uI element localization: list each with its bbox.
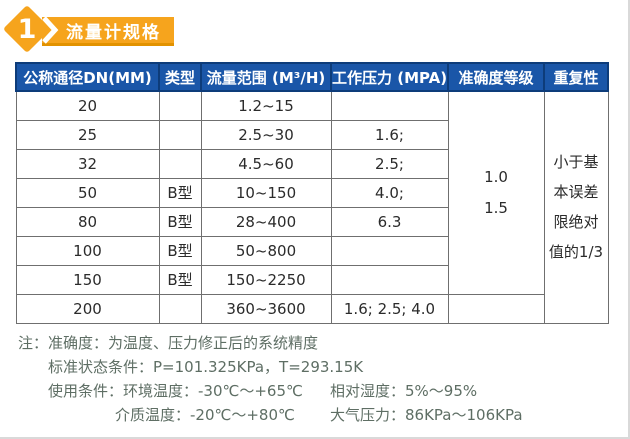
table-row: 100 B型 50~800 bbox=[15, 235, 608, 266]
cell-dn: 50 bbox=[15, 177, 160, 208]
note-medium-temp: 介质温度：-20℃～+80℃ bbox=[115, 406, 295, 424]
note-line-medium-temp: 介质温度：-20℃～+80℃ 大气压力：86KPa～106KPa bbox=[18, 403, 618, 427]
note-line-accuracy: 注：准确度：为温度、压力修正后的系统精度 bbox=[18, 331, 618, 355]
table-row: 25 2.5~30 1.6; bbox=[15, 119, 608, 150]
note-humidity: 相对湿度：5%～95% bbox=[330, 382, 478, 400]
note-standard-condition: 标准状态条件：P=101.325KPa，T=293.15K bbox=[48, 358, 364, 376]
table-row: 80 B型 28~400 6.3 bbox=[15, 206, 608, 237]
section-header: 流量计规格 1 bbox=[0, 0, 628, 60]
cell-dn: 80 bbox=[15, 206, 160, 237]
cell-pressure: 1.6; 2.5; 4.0 bbox=[330, 293, 449, 324]
table-row: 32 4.5~60 2.5; bbox=[15, 148, 608, 179]
cell-pressure: 1.6; bbox=[330, 119, 449, 150]
spec-table: 公称通径DN(MM) 类型 流量范围 (M³/H) 工作压力 (MPA) 准确度… bbox=[15, 62, 609, 324]
note-line-use-condition: 使用条件：环境温度：-30℃～+65℃ 相对湿度：5%～95% bbox=[18, 379, 618, 403]
accuracy-class-cell: 1.0 1.5 bbox=[447, 90, 545, 295]
cell-type: B型 bbox=[158, 177, 202, 208]
col-header-working-pressure: 工作压力 (MPA) bbox=[330, 62, 449, 92]
cell-flow: 28~400 bbox=[200, 206, 332, 237]
cell-flow: 50~800 bbox=[200, 235, 332, 266]
cell-pressure bbox=[330, 90, 449, 121]
col-header-flow-range: 流量范围 (M³/H) bbox=[200, 62, 332, 92]
note-line-standard-condition: 标准状态条件：P=101.325KPa，T=293.15K bbox=[18, 355, 618, 379]
cell-pressure bbox=[330, 235, 449, 266]
accuracy-value: 1.5 bbox=[484, 198, 508, 217]
note-accuracy: 准确度：为温度、压力修正后的系统精度 bbox=[48, 334, 319, 352]
cell-flow: 360~3600 bbox=[200, 293, 332, 324]
cell-type bbox=[158, 90, 202, 121]
cell-flow: 150~2250 bbox=[200, 264, 332, 295]
section-number: 1 bbox=[17, 13, 37, 45]
col-header-repeatability: 重复性 bbox=[543, 62, 609, 92]
cell-pressure: 4.0; bbox=[330, 177, 449, 208]
cell-pressure: 2.5; bbox=[330, 148, 449, 179]
note-prefix: 注： bbox=[18, 334, 49, 352]
cell-type bbox=[158, 293, 202, 324]
col-header-accuracy-class: 准确度等级 bbox=[447, 62, 545, 92]
accuracy-value: 1.0 bbox=[484, 167, 508, 186]
cell-dn: 150 bbox=[15, 264, 160, 295]
cell-dn: 200 bbox=[15, 293, 160, 324]
table-row: 150 B型 150~2250 bbox=[15, 264, 608, 295]
table-header-row: 公称通径DN(MM) 类型 流量范围 (M³/H) 工作压力 (MPA) 准确度… bbox=[15, 62, 609, 92]
section-title-bar: 流量计规格 bbox=[42, 17, 174, 46]
cell-type bbox=[158, 119, 202, 150]
cell-type: B型 bbox=[158, 264, 202, 295]
cell-type bbox=[158, 148, 202, 179]
chevron-right-icon bbox=[42, 16, 59, 44]
accuracy-class-cell-last bbox=[447, 293, 545, 324]
section-title: 流量计规格 bbox=[66, 22, 161, 43]
table-row: 200 360~3600 1.6; 2.5; 4.0 bbox=[15, 293, 608, 324]
cell-dn: 100 bbox=[15, 235, 160, 266]
notes: 注：准确度：为温度、压力修正后的系统精度 标准状态条件：P=101.325KPa… bbox=[18, 331, 618, 427]
table-row: 20 1.2~15 1.0 1.5 小于基本误差限绝对值的1/3 bbox=[15, 90, 609, 324]
cell-dn: 25 bbox=[15, 119, 160, 150]
cell-flow: 4.5~60 bbox=[200, 148, 332, 179]
cell-type: B型 bbox=[158, 206, 202, 237]
cell-flow: 1.2~15 bbox=[200, 90, 332, 121]
cell-flow: 10~150 bbox=[200, 177, 332, 208]
note-use-condition: 使用条件：环境温度：-30℃～+65℃ bbox=[48, 382, 303, 400]
note-atmospheric-pressure: 大气压力：86KPa～106KPa bbox=[330, 406, 523, 424]
cell-type: B型 bbox=[158, 235, 202, 266]
cell-flow: 2.5~30 bbox=[200, 119, 332, 150]
repeatability-cell: 小于基本误差限绝对值的1/3 bbox=[543, 90, 609, 324]
cell-pressure bbox=[330, 264, 449, 295]
col-header-dn: 公称通径DN(MM) bbox=[15, 62, 160, 92]
cell-dn: 20 bbox=[15, 90, 160, 121]
col-header-type: 类型 bbox=[158, 62, 202, 92]
cell-pressure: 6.3 bbox=[330, 206, 449, 237]
table-row: 50 B型 10~150 4.0; bbox=[15, 177, 608, 208]
cell-dn: 32 bbox=[15, 148, 160, 179]
